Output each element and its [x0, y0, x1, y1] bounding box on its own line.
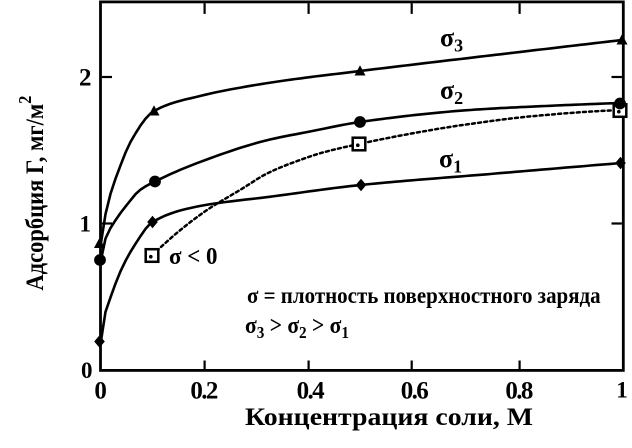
- svg-text:σ3 > σ2 > σ1: σ3 > σ2 > σ1: [245, 313, 349, 342]
- svg-text:0.6: 0.6: [401, 378, 429, 405]
- svg-text:0.8: 0.8: [505, 378, 533, 405]
- svg-text:Адсорбция Г, мг/м2: Адсорбция Г, мг/м2: [15, 96, 49, 291]
- svg-text:σ2: σ2: [440, 76, 463, 109]
- svg-text:1: 1: [80, 211, 92, 236]
- svg-text:1: 1: [616, 378, 628, 403]
- svg-text:0.2: 0.2: [190, 378, 218, 405]
- svg-text:σ < 0: σ < 0: [169, 243, 218, 270]
- svg-text:0: 0: [94, 378, 107, 405]
- svg-text:2: 2: [79, 64, 92, 91]
- svg-text:0.4: 0.4: [297, 378, 326, 405]
- svg-text:Концентрация соли, М: Концентрация соли, М: [245, 404, 533, 431]
- svg-text:σ = плотность поверхностного з: σ = плотность поверхностного заряда: [247, 283, 601, 308]
- svg-text:σ3: σ3: [440, 23, 463, 56]
- svg-text:σ1: σ1: [439, 144, 462, 177]
- svg-text:0: 0: [81, 358, 93, 383]
